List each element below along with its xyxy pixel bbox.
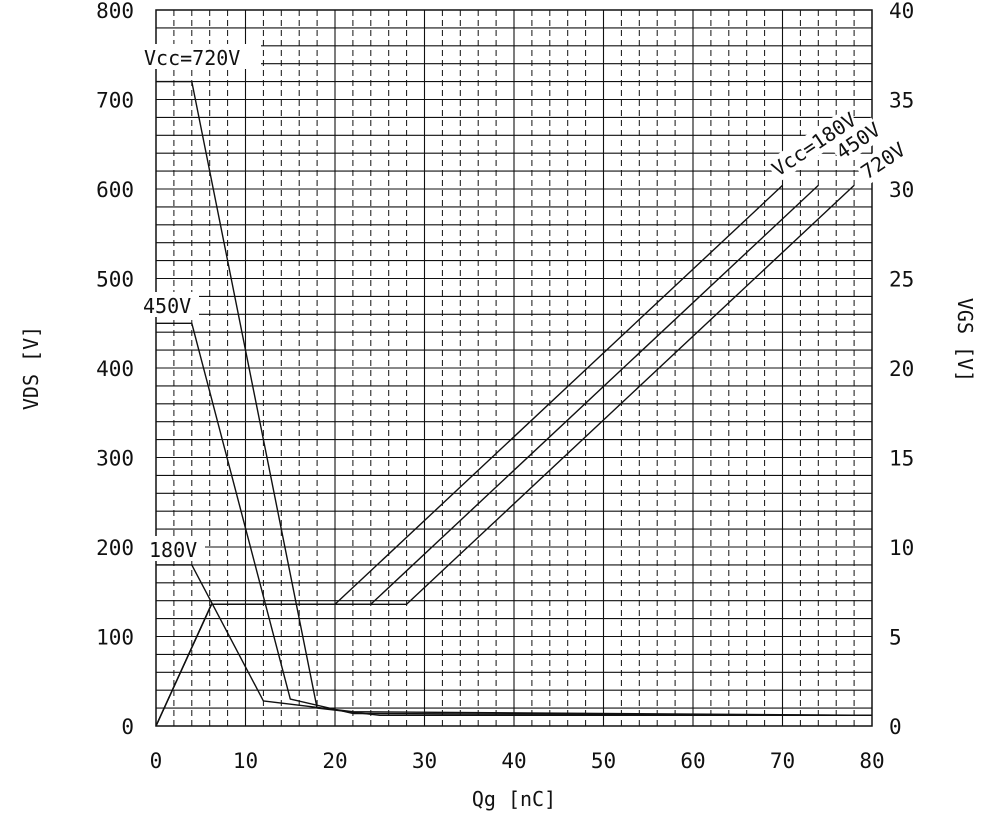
- x-tick-label: 50: [591, 749, 616, 773]
- y-tick-label: 400: [96, 357, 134, 381]
- y2-tick-label: 0: [889, 715, 902, 739]
- label-vds-720: Vcc=720V: [144, 46, 240, 70]
- y2-tick-label: 40: [889, 0, 914, 23]
- y2-tick-label: 5: [889, 626, 902, 650]
- x-tick-label: 10: [233, 749, 258, 773]
- x-tick-label: 70: [770, 749, 795, 773]
- y2-tick-label: 15: [889, 447, 914, 471]
- y-tick-label: 700: [96, 89, 134, 113]
- x-axis-title: Qg [nC]: [472, 787, 556, 811]
- x-tick-label: 0: [150, 749, 163, 773]
- x-tick-label: 60: [680, 749, 705, 773]
- y-tick-label: 300: [96, 447, 134, 471]
- label-vds-180: 180V: [149, 538, 197, 562]
- vds-curve: [156, 80, 872, 716]
- plot-frame: [155, 9, 873, 727]
- vds-curve: [156, 564, 873, 716]
- series-layer: [155, 80, 873, 727]
- label-vds-450: 450V: [143, 294, 191, 318]
- x-tick-label: 30: [412, 749, 437, 773]
- label-bg-vds-180: [147, 536, 205, 561]
- vgs-curve: [155, 184, 855, 727]
- vgs-curve: [155, 184, 819, 727]
- y-tick-label: 800: [96, 0, 134, 23]
- y2-tick-label: 20: [889, 357, 914, 381]
- y-tick-label: 200: [96, 536, 134, 560]
- x-tick-label: 80: [859, 749, 884, 773]
- y-tick-label: 600: [96, 178, 134, 202]
- y2-tick-label: 30: [889, 178, 914, 202]
- label-bg-vds-450: [141, 292, 199, 317]
- label-bg-vds-720: [141, 44, 261, 69]
- x-tick-label: 40: [501, 749, 526, 773]
- tick-labels: 0 10 20 30 40 50 60 70 8001002003004005006007008…: [96, 0, 914, 773]
- y-tick-label: 100: [96, 626, 134, 650]
- y-tick-label: 0: [121, 715, 134, 739]
- vds-curve: [156, 322, 873, 716]
- y-axis-title: VDS [V]: [19, 326, 43, 410]
- y2-tick-label: 35: [889, 89, 914, 113]
- y-tick-label: 500: [96, 268, 134, 292]
- y2-axis-title: VGS [V]: [953, 298, 977, 382]
- y2-tick-label: 10: [889, 536, 914, 560]
- x-tick-label: 20: [322, 749, 347, 773]
- grid: [156, 10, 872, 726]
- vgs-curve: [155, 184, 783, 727]
- y2-tick-label: 25: [889, 268, 914, 292]
